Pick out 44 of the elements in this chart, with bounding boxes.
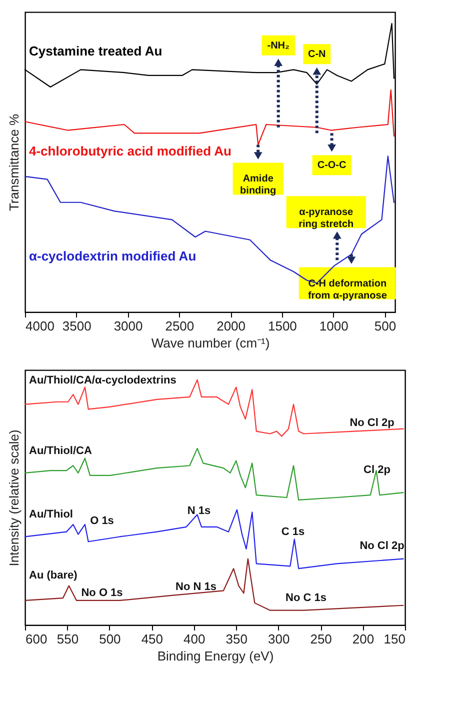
x-tick-label: 500 [374,318,396,334]
x-tick-label: 1500 [268,318,297,334]
annotation: O 1s [90,515,114,527]
annotation: No O 1s [81,587,123,599]
annotation: C 1s [281,526,305,538]
series-label: 4-chlorobutyric acid modified Au [29,144,232,159]
x-tick-label: 450 [141,632,164,646]
annotation: C-N [308,49,326,60]
x-tick-label: 500 [99,632,121,646]
annotation: Amide binding [240,174,276,197]
annotation: Cl 2p [364,464,391,476]
x-tick-label: 2500 [165,318,194,334]
x-tick-label: 300 [268,632,290,646]
x-tick-label: 3000 [114,318,143,334]
x-tick-label: 550 [56,632,79,646]
x-axis-title: Wave number (cm⁻¹) [151,336,270,350]
y-axis-title: Transmittance % [6,114,22,212]
x-tick-label: 4000 [26,318,54,334]
x-tick-label: 350 [226,632,248,646]
x-tick-label: 400 [184,632,206,646]
series-label: Au/Thiol/CA/α-cyclodextrins [29,374,176,386]
annotation: C-O-C [317,160,346,172]
annotation: No N 1s [176,581,216,593]
annotation: No Cl 2p [350,417,395,429]
x-tick-label: 150 [384,632,406,646]
x-tick-label: 600 [26,632,48,646]
x-tick-label: 250 [310,632,332,646]
x-tick-label: 2000 [216,318,246,334]
annotation: -NH₂ [267,40,290,52]
x-tick-label: 200 [352,632,374,646]
series-label: Cystamine treated Au [29,44,162,59]
y-axis-title: Intensity (relative scale) [6,430,22,566]
series-label: Au/Thiol [29,508,73,521]
x-axis-title: Binding Energy (eV) [157,648,274,664]
series-label: α-cyclodextrin modified Au [29,248,196,264]
x-tick-label: 3500 [62,318,92,334]
series-label: Au/Thiol/CA [29,444,92,457]
series-label: Au (bare) [29,569,78,582]
annotation: No C 1s [286,592,326,604]
annotation: No Cl 2p [360,540,405,552]
annotation: α-pyranose ring stretch [298,207,354,230]
annotation: C-H deformation from α-pyranose [308,278,388,302]
x-tick-label: 1000 [319,318,348,334]
annotation: N 1s [187,505,211,517]
